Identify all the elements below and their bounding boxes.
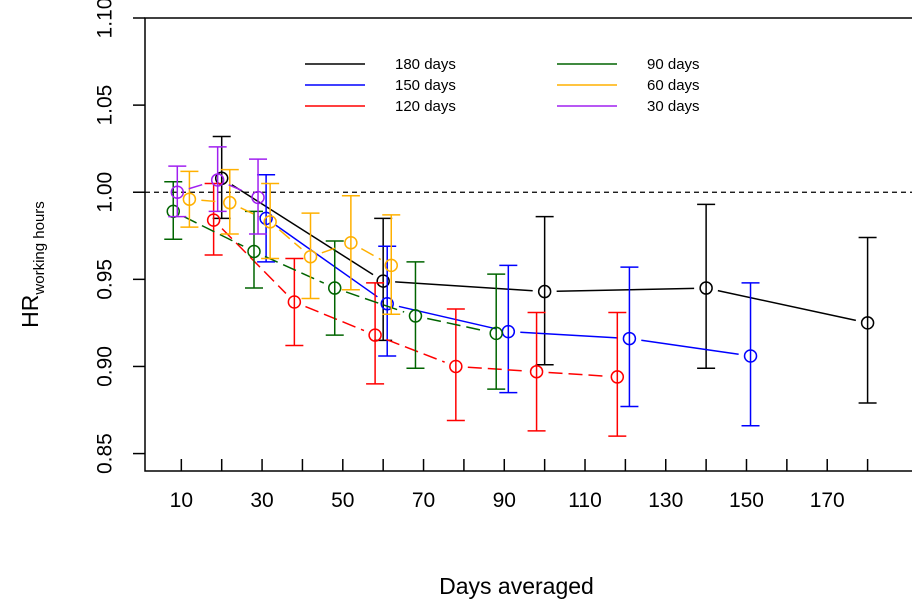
- data-point: [166, 204, 181, 219]
- y-tick-label: 1.10: [94, 0, 117, 38]
- series-line: [395, 281, 533, 292]
- series-150-days: [257, 174, 760, 427]
- legend-label: 60 days: [647, 77, 700, 94]
- y-axis-title-sub: working hours: [31, 201, 48, 295]
- series-line: [717, 289, 857, 322]
- y-axis-title-main: HR: [17, 295, 43, 328]
- x-tick-label: 110: [568, 489, 601, 512]
- data-point: [287, 295, 302, 309]
- series-line: [345, 291, 405, 313]
- data-point: [327, 281, 342, 295]
- x-tick-label: 30: [250, 489, 273, 512]
- data-point: [380, 296, 394, 311]
- x-tick-label: 130: [648, 489, 683, 512]
- y-tick-label: 0.85: [94, 433, 117, 474]
- series-line: [321, 245, 340, 254]
- x-axis-title: Days averaged: [439, 573, 594, 599]
- data-point: [223, 195, 237, 210]
- data-point: [610, 370, 625, 384]
- legend-label: 180 days: [395, 56, 456, 73]
- x-tick-label: 150: [729, 489, 764, 512]
- series-line: [641, 339, 739, 356]
- legend-label: 30 days: [647, 98, 700, 115]
- data-point: [489, 326, 503, 341]
- plot-area: [144, 17, 912, 472]
- x-tick-label: 90: [493, 489, 516, 512]
- series-line: [275, 224, 378, 298]
- x-tick-label: 50: [331, 489, 354, 512]
- x-tick-label: 170: [810, 489, 845, 512]
- data-point: [251, 190, 265, 205]
- data-point: [303, 249, 318, 264]
- series-line: [240, 207, 260, 218]
- series-line: [188, 182, 207, 190]
- y-axis-title: HRworking hours: [17, 201, 48, 328]
- legend: 180 days 150 days 120 days 90 days 60 days 30…: [305, 56, 700, 115]
- y-tick-label: 0.95: [94, 259, 117, 300]
- data-point: [368, 328, 382, 342]
- data-point: [182, 192, 197, 206]
- data-point: [408, 309, 423, 323]
- series-line: [427, 317, 485, 332]
- legend-label: 150 days: [395, 77, 456, 94]
- y-tick-label: 1.05: [94, 85, 117, 126]
- data-point: [449, 359, 463, 374]
- y-tick-label: 0.90: [94, 346, 117, 387]
- series-line: [201, 199, 218, 203]
- data-point: [529, 364, 544, 379]
- series-line: [278, 229, 302, 250]
- data-point: [384, 258, 398, 273]
- series-line: [556, 287, 695, 293]
- series-line: [548, 371, 606, 377]
- series-line: [264, 255, 325, 284]
- data-point: [170, 185, 185, 199]
- data-point: [206, 213, 221, 227]
- series-90-days: [164, 181, 506, 390]
- data-point: [259, 211, 273, 226]
- series-line: [360, 247, 382, 261]
- y-tick-label: 1.00: [94, 172, 117, 213]
- series-line: [183, 216, 244, 247]
- data-point: [247, 244, 261, 259]
- legend-label: 90 days: [647, 56, 700, 73]
- series-180-days: [212, 135, 877, 404]
- series-line: [231, 184, 374, 276]
- data-point: [699, 281, 713, 295]
- series-60-days: [180, 168, 401, 315]
- plot-frame: [144, 17, 912, 472]
- series-30-days: [168, 146, 268, 235]
- data-point: [376, 274, 390, 288]
- data-point: [743, 349, 758, 363]
- x-tick-label: 70: [412, 489, 435, 512]
- y-axis: 0.85 0.90 0.95 1.00 1.05 1.10: [94, 0, 145, 474]
- legend-label: 120 days: [395, 98, 456, 115]
- data-point: [263, 215, 277, 229]
- data-point: [537, 284, 552, 299]
- series-line: [520, 331, 618, 339]
- data-point: [860, 316, 875, 330]
- data-point: [344, 236, 358, 250]
- x-axis: 10 30 50 70 90 110 130 150 170: [170, 459, 869, 512]
- data-point: [210, 173, 225, 187]
- x-tick-label: 10: [170, 489, 193, 512]
- data-point: [622, 331, 637, 346]
- series-line: [228, 184, 248, 194]
